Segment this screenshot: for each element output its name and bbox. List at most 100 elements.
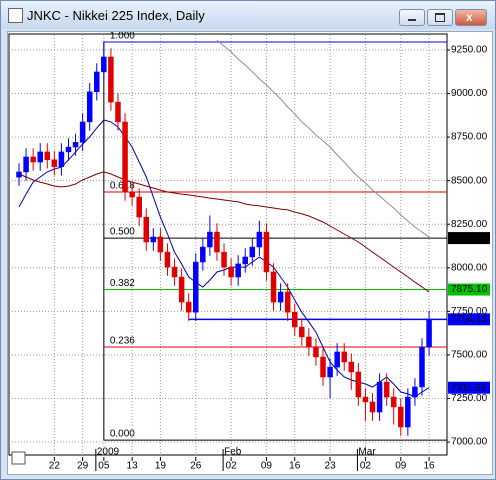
x-tick-label: 05 [98, 461, 110, 472]
period-label: 2009 [97, 447, 120, 458]
candle-body [277, 291, 284, 303]
fib-label: 1.000 [110, 32, 135, 42]
y-tick-label: 7250.00 [451, 393, 488, 404]
x-tick-label: 16 [289, 461, 301, 472]
x-tick-label: 02 [360, 461, 372, 472]
x-tick-label: 09 [395, 461, 407, 472]
candle-body [79, 121, 86, 143]
candle-body [299, 326, 305, 338]
candle-body [143, 216, 150, 243]
candle-body [185, 301, 192, 313]
candle-body [129, 191, 135, 198]
x-tick-label: 23 [325, 461, 337, 472]
price-tag-label: 7704.15 [451, 314, 488, 325]
candle-body [115, 101, 121, 123]
candle-body [44, 151, 51, 161]
candle-body [122, 121, 128, 193]
candle-body [86, 91, 93, 123]
candle-body [362, 396, 369, 403]
chart-frame: 7000.00 7250.00 7500.00 7750.00 8000.00 8250.… [7, 31, 493, 475]
candle-body [313, 346, 319, 358]
price-tag [448, 283, 490, 296]
candle-body [136, 196, 142, 218]
scroll-box[interactable] [11, 451, 26, 465]
x-tick-label: 02 [226, 461, 238, 472]
y-tick-label: 8000.00 [451, 262, 488, 273]
candle-body [291, 311, 298, 328]
candle-body [369, 401, 376, 413]
candle-body [178, 276, 185, 303]
x-tick-label: 19 [155, 461, 167, 472]
candle-body [390, 396, 397, 408]
price-tag-label: 7311.61 [451, 382, 487, 393]
candle-body [263, 231, 270, 273]
y-tick-label: 7000.00 [451, 437, 488, 448]
candle-body [412, 386, 418, 398]
close-button[interactable]: x [455, 9, 487, 26]
maximize-button[interactable] [427, 9, 453, 26]
chart: 7000.00 7250.00 7500.00 7750.00 8000.00 8250.… [8, 31, 490, 472]
fib-label: 0.000 [110, 429, 135, 440]
y-tick-label: 9250.00 [451, 45, 488, 56]
plot-area [8, 33, 448, 456]
candle-body [327, 366, 333, 378]
candle-body [228, 266, 234, 278]
candle-body [320, 356, 326, 378]
candle-body [341, 351, 347, 363]
candle-body [108, 56, 114, 103]
candle-body [398, 406, 404, 428]
candle-body [58, 151, 65, 167]
window-icon [8, 8, 23, 23]
candle-body [94, 71, 100, 93]
moving-average-line [18, 171, 430, 293]
candle-body [242, 256, 248, 265]
candle-body [383, 381, 390, 398]
y-tick-label: 8500.00 [451, 175, 488, 186]
candle-body [65, 146, 72, 153]
x-tick-label: 09 [261, 461, 273, 472]
candle-body [51, 159, 58, 167]
candle-body [101, 56, 107, 73]
candle-body [30, 156, 36, 163]
y-tick-label: 8250.00 [451, 219, 488, 230]
x-tick-label: 29 [77, 461, 89, 472]
candle-body [355, 371, 362, 398]
title-bar: JNKC - Nikkei 225 Index, Daily x [1, 1, 495, 29]
candle-body [207, 231, 213, 248]
candle-body [270, 271, 277, 303]
candle-body [23, 156, 29, 173]
x-tick-label: 16 [423, 461, 435, 472]
candle-body [249, 246, 256, 258]
candle-body [157, 236, 164, 253]
x-tick-label: 22 [49, 461, 61, 472]
candle-body [164, 251, 171, 268]
moving-average-line [216, 39, 430, 238]
candle-body [256, 231, 263, 248]
candle-body [200, 246, 206, 263]
x-tick-label: 26 [190, 461, 202, 472]
window-title: JNKC - Nikkei 225 Index, Daily [27, 8, 205, 23]
price-tag [448, 232, 490, 245]
x-tick-label: 13 [127, 461, 139, 472]
minimize-button[interactable] [399, 9, 425, 26]
fib-label: 0.382 [110, 278, 135, 289]
candle-body [193, 261, 199, 313]
fib-label: 0.500 [110, 227, 135, 238]
candle-body [221, 251, 227, 268]
price-tag [448, 313, 490, 326]
candle-body [419, 346, 425, 388]
candle-body [334, 351, 340, 368]
price-tag [448, 381, 490, 394]
candle-body [306, 336, 312, 348]
candle-body [348, 361, 355, 373]
candle-body [171, 266, 178, 278]
period-label: Mar [358, 447, 376, 458]
candle-body [37, 151, 43, 163]
price-tag-label: 8170.50 [451, 233, 488, 244]
y-tick-label: 7750.00 [451, 306, 488, 317]
fib-label: 0.236 [110, 336, 135, 347]
period-label: Feb [224, 447, 242, 458]
candle-body [72, 142, 79, 148]
y-tick-label: 9000.00 [451, 88, 488, 99]
